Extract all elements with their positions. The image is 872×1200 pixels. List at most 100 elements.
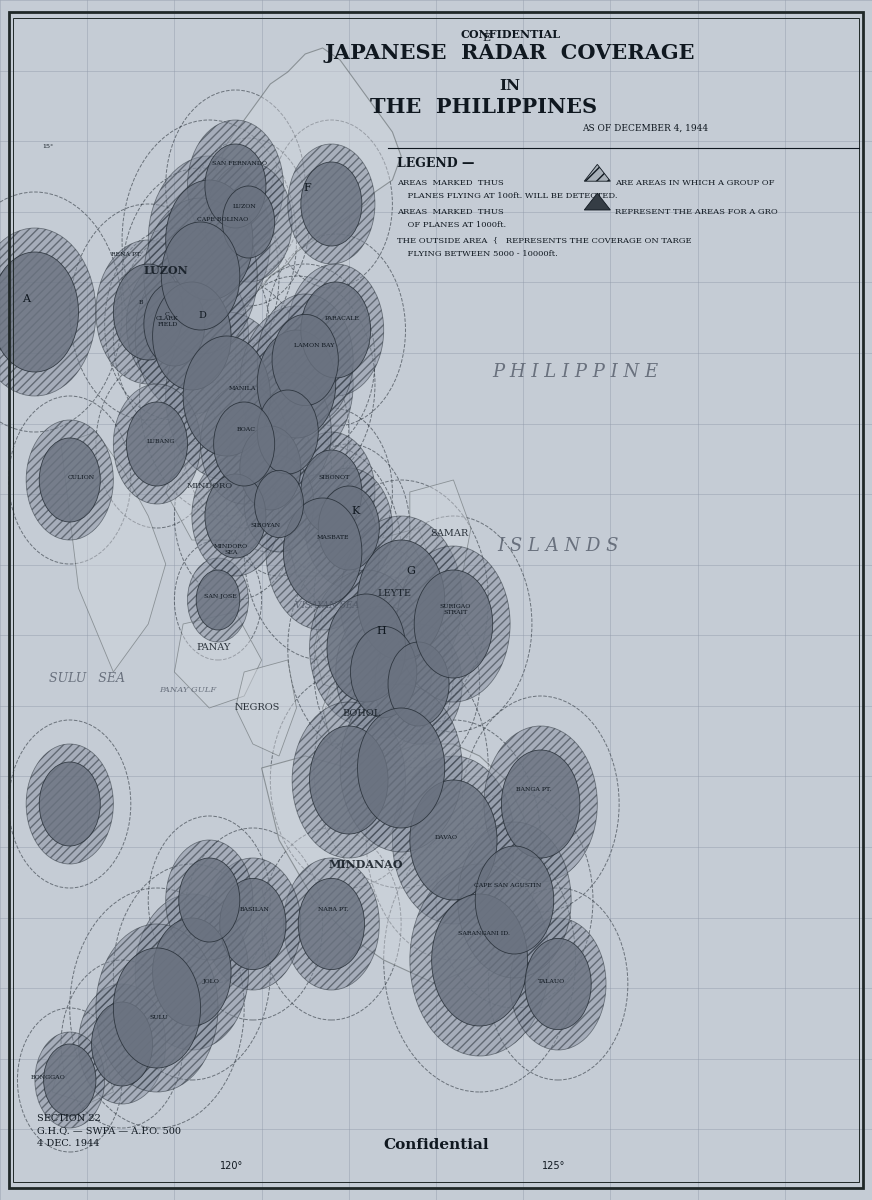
Circle shape <box>310 570 423 726</box>
Circle shape <box>244 372 331 492</box>
Circle shape <box>244 456 314 552</box>
Circle shape <box>179 858 240 942</box>
Text: BONGGAO: BONGGAO <box>31 1075 65 1080</box>
Circle shape <box>166 180 253 300</box>
Text: D: D <box>199 311 207 320</box>
Circle shape <box>305 468 392 588</box>
Text: JAPANESE  RADAR  COVERAGE: JAPANESE RADAR COVERAGE <box>325 43 695 64</box>
Circle shape <box>187 558 249 642</box>
Circle shape <box>183 336 270 456</box>
Circle shape <box>288 264 384 396</box>
Circle shape <box>358 540 445 660</box>
Circle shape <box>240 306 353 462</box>
Circle shape <box>257 294 353 426</box>
Circle shape <box>166 840 253 960</box>
Circle shape <box>255 470 303 538</box>
Circle shape <box>153 918 231 1026</box>
Circle shape <box>222 186 275 258</box>
Circle shape <box>113 264 183 360</box>
Circle shape <box>220 878 286 970</box>
Text: PARACALE: PARACALE <box>324 316 359 320</box>
Circle shape <box>135 258 249 414</box>
Circle shape <box>148 156 270 324</box>
Circle shape <box>288 432 375 552</box>
Polygon shape <box>122 996 174 1056</box>
Text: PANAY: PANAY <box>196 643 231 653</box>
Text: REPRESENT THE AREAS FOR A GRO: REPRESENT THE AREAS FOR A GRO <box>615 208 778 216</box>
Text: SAN FERNANDO: SAN FERNANDO <box>212 161 268 166</box>
Circle shape <box>475 846 554 954</box>
Text: JOLO: JOLO <box>202 979 220 984</box>
Text: BOAC: BOAC <box>236 427 255 432</box>
Text: LAMON BAY: LAMON BAY <box>294 343 334 348</box>
Text: C: C <box>165 312 170 317</box>
Circle shape <box>39 438 100 522</box>
Text: SIBONOT: SIBONOT <box>318 475 350 480</box>
Circle shape <box>340 516 462 684</box>
Circle shape <box>266 474 379 630</box>
Polygon shape <box>157 48 401 348</box>
Circle shape <box>161 222 240 330</box>
Text: AS OF DECEMBER 4, 1944: AS OF DECEMBER 4, 1944 <box>582 124 708 132</box>
Text: LUZON: LUZON <box>232 204 256 209</box>
Text: ARE AREAS IN WHICH A GROUP OF: ARE AREAS IN WHICH A GROUP OF <box>615 179 774 187</box>
Circle shape <box>113 384 201 504</box>
Text: MINDORO
SEA: MINDORO SEA <box>214 544 249 554</box>
Circle shape <box>126 402 187 486</box>
Circle shape <box>351 626 417 718</box>
Circle shape <box>272 314 338 406</box>
Polygon shape <box>174 612 262 708</box>
Circle shape <box>26 420 113 540</box>
Circle shape <box>39 762 100 846</box>
Polygon shape <box>375 528 436 636</box>
Text: NEGROS: NEGROS <box>235 703 280 713</box>
Text: A: A <box>22 294 30 305</box>
Circle shape <box>501 750 580 858</box>
Text: 120°: 120° <box>220 1160 242 1171</box>
Circle shape <box>414 570 493 678</box>
Circle shape <box>318 486 379 570</box>
Text: P H I L I P P I N E: P H I L I P P I N E <box>493 364 658 382</box>
Circle shape <box>78 984 166 1104</box>
Text: Confidential: Confidential <box>383 1138 489 1152</box>
Polygon shape <box>235 660 296 756</box>
Circle shape <box>283 498 362 606</box>
Circle shape <box>205 144 266 228</box>
Text: 125°: 125° <box>542 1160 565 1171</box>
Text: OF PLANES AT 1000ft.: OF PLANES AT 1000ft. <box>397 221 506 229</box>
Text: SIBOYAN: SIBOYAN <box>251 523 281 528</box>
Circle shape <box>458 822 571 978</box>
Circle shape <box>144 198 257 354</box>
Text: THE OUTSIDE AREA  {   REPRESENTS THE COVERAGE ON TARGE: THE OUTSIDE AREA { REPRESENTS THE COVERA… <box>397 236 691 245</box>
Circle shape <box>292 702 405 858</box>
Circle shape <box>96 924 218 1092</box>
Text: RENA PT.: RENA PT. <box>112 252 141 257</box>
Polygon shape <box>314 600 375 696</box>
Circle shape <box>205 162 292 282</box>
Circle shape <box>96 240 201 384</box>
Circle shape <box>375 624 462 744</box>
Text: MANILA: MANILA <box>228 386 256 391</box>
Circle shape <box>410 864 549 1056</box>
Text: FLYING BETWEEN 5000 - 10000ft.: FLYING BETWEEN 5000 - 10000ft. <box>397 250 557 258</box>
Circle shape <box>410 780 497 900</box>
Text: IN: IN <box>500 79 521 94</box>
Polygon shape <box>61 432 166 672</box>
Text: LUBANG: LUBANG <box>147 439 175 444</box>
Text: LEYTE: LEYTE <box>378 589 411 599</box>
Text: H: H <box>377 625 386 636</box>
Text: TALAUO: TALAUO <box>537 979 565 984</box>
Text: DAVAO: DAVAO <box>435 835 458 840</box>
Circle shape <box>44 1044 96 1116</box>
Text: BANGA PT.: BANGA PT. <box>516 787 551 792</box>
Circle shape <box>310 726 388 834</box>
Circle shape <box>298 878 364 970</box>
Text: B: B <box>139 300 144 305</box>
Text: THE  PHILIPPINES: THE PHILIPPINES <box>371 97 597 118</box>
Circle shape <box>113 948 201 1068</box>
Text: I S L A N D S: I S L A N D S <box>497 538 619 554</box>
Circle shape <box>205 474 266 558</box>
Circle shape <box>187 120 283 252</box>
Circle shape <box>144 282 205 366</box>
Circle shape <box>0 252 78 372</box>
